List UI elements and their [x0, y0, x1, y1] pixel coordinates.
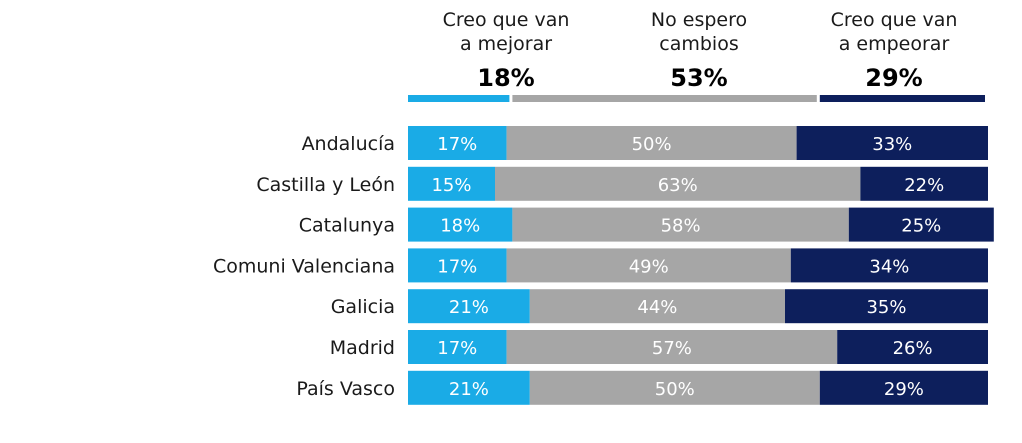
bar-segment: [512, 207, 849, 242]
bar-segment: [408, 330, 507, 364]
bar-segment: [796, 126, 988, 160]
bar-segment: [408, 207, 513, 242]
data-label: 50%: [632, 134, 672, 155]
category-label: Madrid: [330, 337, 395, 359]
legend-color-bar: [512, 95, 817, 102]
legend-label-line: cambios: [659, 33, 738, 55]
legend-label-line: Creo que van: [443, 9, 570, 31]
legend-total-value: 53%: [670, 64, 727, 92]
legend-color-bar: [819, 95, 985, 102]
bar-segment: [529, 370, 820, 405]
legend-total-value: 18%: [477, 64, 534, 92]
bar-segment: [408, 166, 495, 201]
data-label: 35%: [866, 297, 906, 318]
bar-segment: [529, 289, 785, 324]
data-label: 17%: [437, 134, 477, 155]
legend-label-line: Creo que van: [831, 9, 958, 31]
bar-segment: [506, 330, 838, 364]
category-label: País Vasco: [296, 378, 395, 400]
bar-segment: [495, 166, 861, 201]
bar-segment: [408, 248, 507, 283]
bar-segment: [837, 330, 988, 364]
bar-segment: [848, 207, 994, 242]
data-label: 17%: [437, 256, 477, 277]
data-label: 26%: [893, 338, 933, 359]
data-label: 50%: [655, 379, 695, 400]
data-label: 57%: [652, 338, 692, 359]
bar-segment: [408, 126, 507, 160]
data-label: 49%: [629, 256, 669, 277]
data-label: 15%: [431, 175, 471, 196]
bar-segment: [790, 248, 988, 283]
data-label: 44%: [637, 297, 677, 318]
bar-segment: [506, 248, 791, 283]
category-label: Andalucía: [302, 133, 395, 155]
bar-segment: [408, 289, 530, 324]
bar-segment: [785, 289, 988, 324]
category-label: Galicia: [331, 296, 395, 318]
category-label: Castilla y León: [256, 174, 395, 196]
data-label: 18%: [440, 216, 480, 237]
legend-label-line: a empeorar: [839, 33, 950, 55]
category-label: Comuni Valenciana: [213, 255, 395, 277]
category-label: Catalunya: [299, 215, 395, 237]
data-label: 33%: [872, 134, 912, 155]
bar-segment: [506, 126, 797, 160]
data-label: 63%: [658, 175, 698, 196]
data-label: 21%: [449, 297, 489, 318]
bar-segment: [860, 166, 988, 201]
data-label: 58%: [661, 216, 701, 237]
data-label: 29%: [884, 379, 924, 400]
bar-segment: [408, 370, 530, 405]
data-label: 25%: [901, 216, 941, 237]
legend-color-bar: [408, 95, 510, 102]
data-label: 17%: [437, 338, 477, 359]
bar-segment: [819, 370, 988, 405]
data-label: 21%: [449, 379, 489, 400]
data-label: 34%: [869, 256, 909, 277]
data-label: 22%: [904, 175, 944, 196]
legend-label-line: No espero: [651, 9, 747, 31]
legend-total-value: 29%: [865, 64, 922, 92]
legend-label-line: a mejorar: [460, 33, 552, 55]
